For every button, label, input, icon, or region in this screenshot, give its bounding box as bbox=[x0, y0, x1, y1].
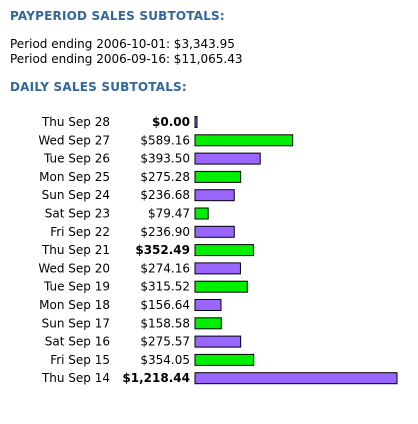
category-label: Sat Sep 23 bbox=[45, 207, 110, 221]
payperiod-heading: PAYPERIOD SALES SUBTOTALS: bbox=[10, 9, 225, 23]
category-label: Thu Sep 21 bbox=[41, 243, 110, 257]
value-label: $156.64 bbox=[140, 298, 190, 312]
value-label: $1,218.44 bbox=[122, 371, 190, 385]
chart-row-mon-sep-18: Mon Sep 18 $156.64 bbox=[39, 298, 222, 312]
chart-row-sun-sep-17: Sun Sep 17 $158.58 bbox=[42, 316, 222, 330]
value-label: $589.16 bbox=[140, 133, 190, 147]
value-label: $236.90 bbox=[140, 225, 190, 239]
category-label: Fri Sep 22 bbox=[50, 225, 110, 239]
chart-row-sat-sep-23: Sat Sep 23 $79.47 bbox=[45, 207, 209, 221]
chart-row-tue-sep-26: Tue Sep 26 $393.50 bbox=[43, 152, 261, 166]
chart-row-mon-sep-25: Mon Sep 25 $275.28 bbox=[39, 170, 242, 184]
bar bbox=[194, 317, 222, 330]
category-label: Wed Sep 20 bbox=[38, 261, 110, 275]
bar bbox=[194, 207, 209, 220]
value-label: $79.47 bbox=[148, 207, 190, 221]
bar bbox=[194, 152, 261, 165]
bar bbox=[194, 372, 398, 385]
payperiod-line-2: Period ending 2006-09-16: $11,065.43 bbox=[10, 52, 243, 66]
category-label: Thu Sep 14 bbox=[41, 371, 110, 385]
bar bbox=[194, 170, 242, 183]
value-label: $158.58 bbox=[140, 316, 190, 330]
category-label: Mon Sep 18 bbox=[39, 298, 110, 312]
category-label: Wed Sep 27 bbox=[38, 133, 110, 147]
chart-row-fri-sep-22: Fri Sep 22 $236.90 bbox=[50, 225, 235, 239]
bar bbox=[194, 262, 241, 275]
chart-row-fri-sep-15: Fri Sep 15 $354.05 bbox=[50, 353, 255, 367]
bar bbox=[194, 116, 198, 128]
category-label: Fri Sep 15 bbox=[50, 353, 110, 367]
value-label: $275.57 bbox=[140, 335, 190, 349]
chart-row-wed-sep-20: Wed Sep 20 $274.16 bbox=[38, 261, 241, 275]
value-label: $236.68 bbox=[140, 188, 190, 202]
value-label: $0.00 bbox=[152, 115, 190, 129]
category-label: Tue Sep 26 bbox=[43, 152, 110, 166]
chart-row-wed-sep-27: Wed Sep 27 $589.16 bbox=[38, 133, 294, 147]
chart-row-thu-sep-21: Thu Sep 21 $352.49 bbox=[41, 243, 254, 257]
value-label: $275.28 bbox=[140, 170, 190, 184]
bar bbox=[194, 353, 255, 366]
bar bbox=[194, 134, 294, 147]
daily-heading: DAILY SALES SUBTOTALS: bbox=[10, 80, 187, 94]
category-label: Sun Sep 17 bbox=[42, 316, 110, 330]
value-label: $274.16 bbox=[140, 261, 190, 275]
value-label: $354.05 bbox=[140, 353, 190, 367]
category-label: Sat Sep 16 bbox=[45, 335, 110, 349]
value-label: $315.52 bbox=[140, 280, 190, 294]
chart-row-tue-sep-19: Tue Sep 19 $315.52 bbox=[43, 280, 248, 294]
chart-row-sat-sep-16: Sat Sep 16 $275.57 bbox=[45, 335, 242, 349]
chart-row-thu-sep-14: Thu Sep 14 $1,218.44 bbox=[41, 371, 398, 385]
value-label: $393.50 bbox=[140, 152, 190, 166]
category-label: Thu Sep 28 bbox=[41, 115, 110, 129]
category-label: Sun Sep 24 bbox=[42, 188, 110, 202]
category-label: Mon Sep 25 bbox=[39, 170, 110, 184]
payperiod-line-1: Period ending 2006-10-01: $3,343.95 bbox=[10, 37, 235, 51]
bar bbox=[194, 225, 235, 238]
value-label: $352.49 bbox=[135, 243, 190, 257]
bar bbox=[194, 244, 254, 257]
chart-row-sun-sep-24: Sun Sep 24 $236.68 bbox=[42, 188, 235, 202]
bar bbox=[194, 280, 248, 293]
bar bbox=[194, 189, 235, 202]
bar bbox=[194, 335, 242, 348]
category-label: Tue Sep 19 bbox=[43, 280, 110, 294]
bar bbox=[194, 299, 222, 311]
chart-row-thu-sep-28: Thu Sep 28 $0.00 bbox=[41, 115, 198, 129]
